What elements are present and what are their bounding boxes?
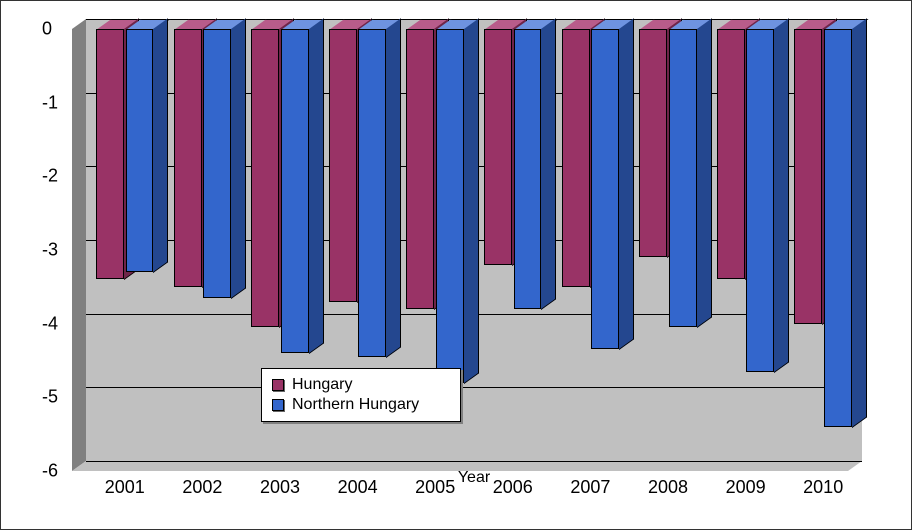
bar-front xyxy=(562,29,590,287)
x-tick-label: 2005 xyxy=(415,471,455,498)
side-wall xyxy=(72,19,86,471)
bar-side-3d xyxy=(619,18,634,350)
bar-front xyxy=(203,29,231,298)
y-tick-label: -4 xyxy=(42,313,64,334)
chart-frame: 0 -1 -2 -3 -4 -5 -6 2001 2002 2003 2004 2005 2006 200… xyxy=(0,0,912,530)
bar-front xyxy=(436,29,464,383)
x-tick-label: 2004 xyxy=(338,471,378,498)
bar-hungary xyxy=(174,29,202,287)
x-tick-label: 2007 xyxy=(570,471,610,498)
bar-northern-hungary xyxy=(358,29,386,357)
bar-northern-hungary xyxy=(591,29,619,349)
legend-label: Northern Hungary xyxy=(292,396,419,414)
x-tick-label: 2006 xyxy=(493,471,533,498)
bar-front xyxy=(717,29,745,279)
gridline xyxy=(86,461,862,462)
bar-side-3d xyxy=(309,18,324,354)
bar-front xyxy=(669,29,697,327)
y-tick-label: 0 xyxy=(42,19,64,40)
bar-front xyxy=(639,29,667,257)
bar-front xyxy=(824,29,852,427)
bar-front xyxy=(329,29,357,302)
plot-area: 0-1-2-3-4-5-6200120022003200420052006200… xyxy=(86,19,876,471)
bar-northern-hungary xyxy=(281,29,309,353)
y-tick-label: -5 xyxy=(42,387,64,408)
bar-front xyxy=(406,29,434,309)
bar-side-3d xyxy=(697,18,712,328)
bar-northern-hungary xyxy=(514,29,542,309)
bar-hungary xyxy=(329,29,357,302)
bar-side-3d xyxy=(231,18,246,299)
bar-northern-hungary xyxy=(669,29,697,327)
x-tick-label: 2010 xyxy=(803,471,843,498)
y-tick-label: -3 xyxy=(42,240,64,261)
bar-hungary xyxy=(717,29,745,279)
bar-front xyxy=(746,29,774,372)
x-axis-label: Year xyxy=(458,469,490,487)
bar-hungary xyxy=(251,29,279,327)
x-tick-label: 2003 xyxy=(260,471,300,498)
bar-hungary xyxy=(794,29,822,324)
x-tick-label: 2001 xyxy=(105,471,145,498)
legend-label: Hungary xyxy=(292,376,352,394)
bar-front xyxy=(281,29,309,353)
bar-hungary xyxy=(96,29,124,279)
bar-side-3d xyxy=(852,18,867,428)
bar-front xyxy=(794,29,822,324)
gridline xyxy=(86,387,862,388)
bar-front xyxy=(96,29,124,279)
legend-item: Northern Hungary xyxy=(272,395,450,415)
bar-front xyxy=(484,29,512,265)
bar-side-3d xyxy=(153,18,168,273)
bar-northern-hungary xyxy=(746,29,774,372)
legend: Hungary Northern Hungary xyxy=(261,368,461,422)
legend-swatch xyxy=(272,399,284,411)
y-tick-label: -2 xyxy=(42,166,64,187)
bar-front xyxy=(591,29,619,349)
bar-side-3d xyxy=(774,18,789,372)
bar-front xyxy=(174,29,202,287)
bar-northern-hungary xyxy=(126,29,154,272)
legend-swatch xyxy=(272,379,284,391)
bar-northern-hungary xyxy=(436,29,464,383)
bar-side-3d xyxy=(541,18,556,310)
x-tick-label: 2002 xyxy=(182,471,222,498)
y-tick-label: -6 xyxy=(42,461,64,482)
bar-front xyxy=(251,29,279,327)
bar-northern-hungary xyxy=(824,29,852,427)
bar-front xyxy=(358,29,386,357)
bar-hungary xyxy=(406,29,434,309)
bar-hungary xyxy=(562,29,590,287)
x-tick-label: 2009 xyxy=(726,471,766,498)
legend-item: Hungary xyxy=(272,375,450,395)
bar-northern-hungary xyxy=(203,29,231,298)
x-tick-label: 2008 xyxy=(648,471,688,498)
bar-side-3d xyxy=(386,18,401,358)
bar-side-3d xyxy=(464,18,479,383)
bar-hungary xyxy=(639,29,667,257)
y-tick-label: -1 xyxy=(42,92,64,113)
bar-hungary xyxy=(484,29,512,265)
bar-front xyxy=(126,29,154,272)
bar-front xyxy=(514,29,542,309)
